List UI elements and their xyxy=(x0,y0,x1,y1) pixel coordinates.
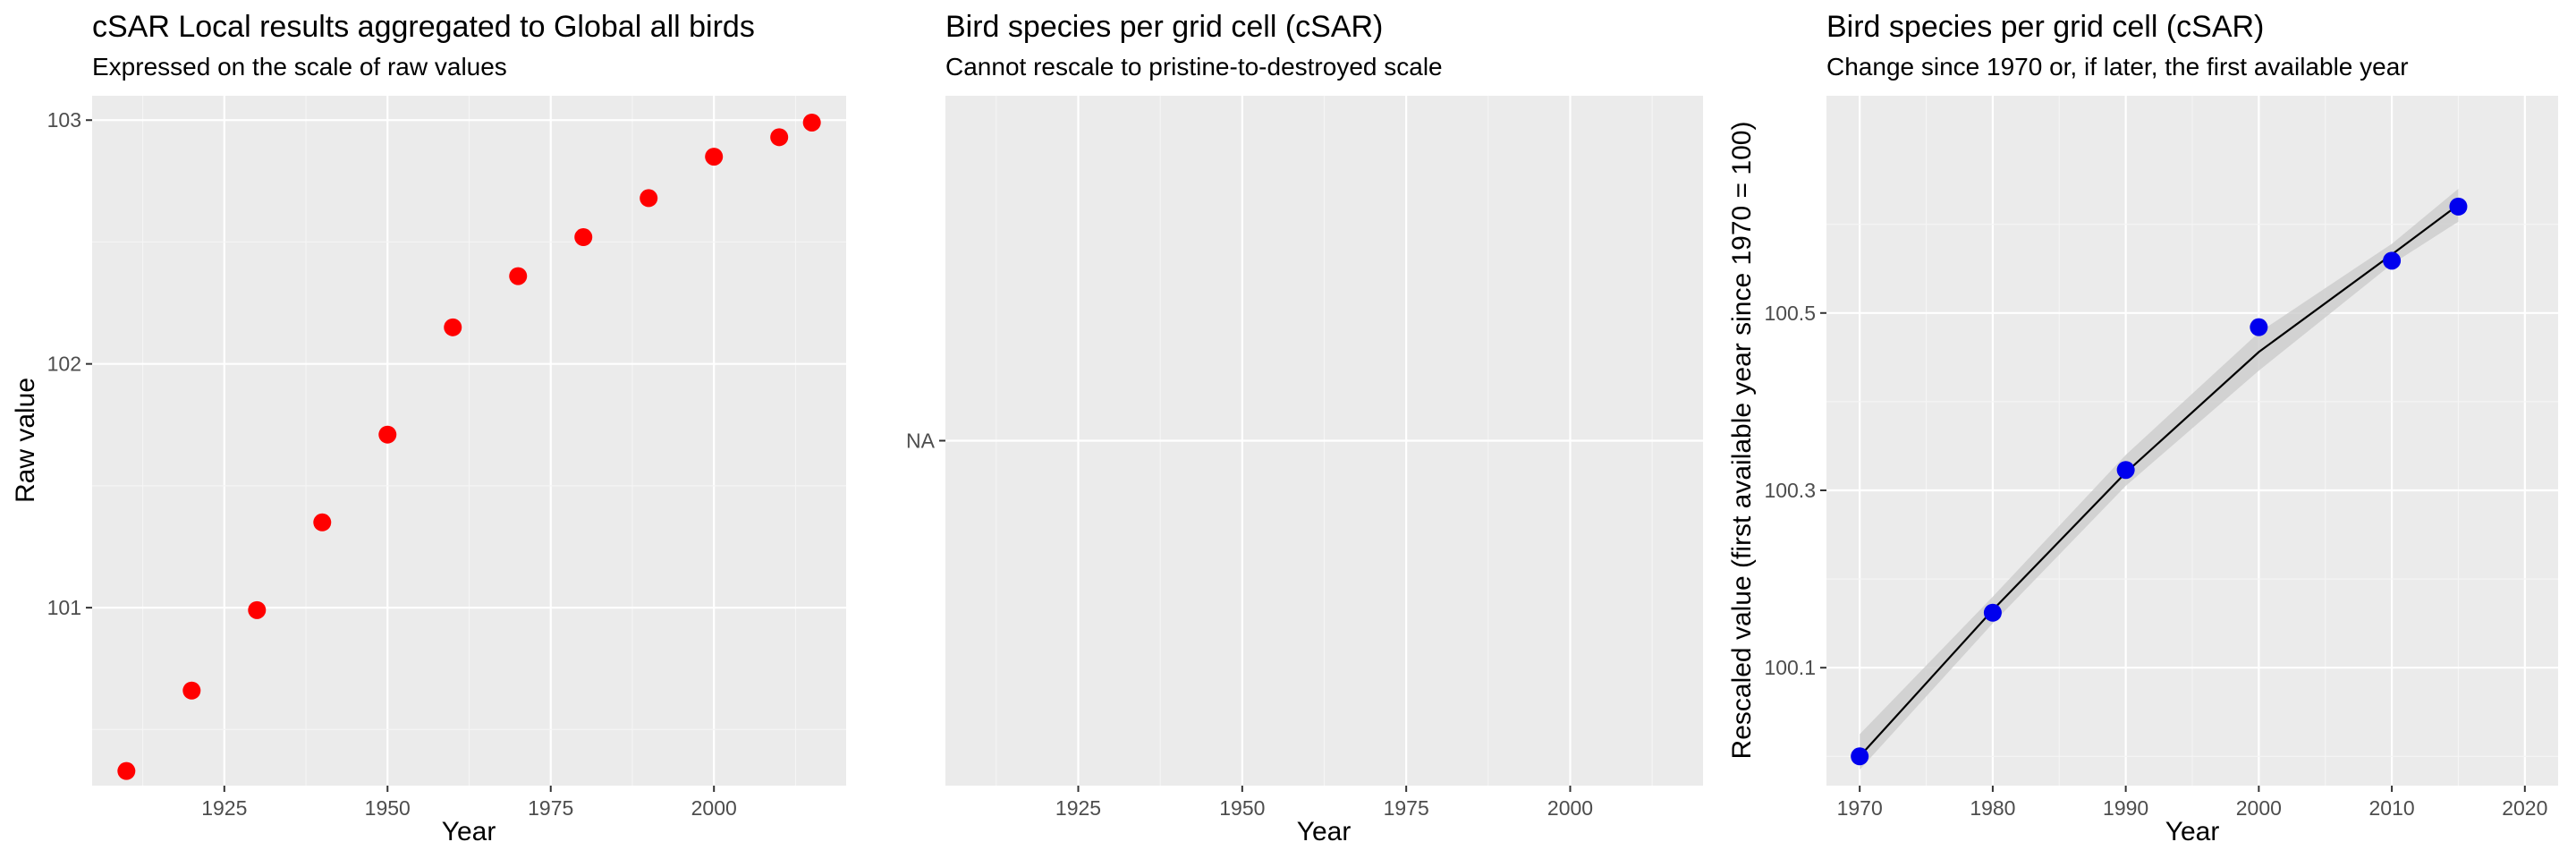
x-tick-label: 1975 xyxy=(1384,796,1429,820)
data-point xyxy=(640,189,658,208)
data-point xyxy=(2449,197,2468,216)
data-point xyxy=(117,761,136,780)
trend-line xyxy=(1859,204,2460,758)
y-tick-label: 101 xyxy=(47,596,81,619)
panel-1-points xyxy=(117,113,821,780)
panel-2-subtitle: Cannot rescale to pristine-to-destroyed … xyxy=(945,53,1443,81)
data-point xyxy=(1851,747,1869,766)
y-tick-label: NA xyxy=(906,430,936,453)
data-point xyxy=(770,128,789,147)
data-point xyxy=(509,267,528,285)
confidence-ribbon xyxy=(1860,189,2459,770)
data-point xyxy=(248,600,267,619)
data-point xyxy=(378,425,397,444)
panel-1-y-axis-title: Raw value xyxy=(11,378,40,503)
data-point xyxy=(802,113,821,132)
y-tick-label: 100.5 xyxy=(1764,302,1816,325)
data-point xyxy=(1983,603,2002,622)
x-tick-label: 2000 xyxy=(691,796,737,820)
x-tick-label: 1925 xyxy=(201,796,247,820)
x-tick-label: 2010 xyxy=(2369,796,2415,820)
data-point xyxy=(444,318,462,336)
x-tick-label: 1975 xyxy=(528,796,573,820)
x-tick-label: 1990 xyxy=(2103,796,2148,820)
data-point xyxy=(313,513,332,532)
x-tick-label: 1980 xyxy=(1970,796,2015,820)
data-point xyxy=(2250,318,2268,336)
data-point xyxy=(574,228,593,247)
x-tick-label: 1950 xyxy=(365,796,411,820)
data-point xyxy=(705,148,724,166)
panel-2-x-axis-title: Year xyxy=(1297,817,1352,846)
data-point xyxy=(182,681,201,700)
x-tick-label: 1925 xyxy=(1055,796,1101,820)
data-point xyxy=(2116,461,2135,480)
panel-2-gridlines xyxy=(945,96,1703,786)
x-tick-label: 2000 xyxy=(1547,796,1593,820)
panel-3-ticks: 1970 1980 1990 2000 2010 2020 100.1 100.3 100.5 xyxy=(1764,302,2547,820)
panel-2-title: Bird species per grid cell (cSAR) xyxy=(945,10,1383,44)
panel-1-subtitle: Expressed on the scale of raw values xyxy=(92,53,507,81)
panel-rescaled: Bird species per grid cell (cSAR) Change… xyxy=(1727,10,2558,846)
y-tick-label: 100.3 xyxy=(1764,479,1816,502)
x-tick-label: 2000 xyxy=(2236,796,2282,820)
x-tick-label: 1970 xyxy=(1837,796,1883,820)
panel-3-y-axis-title: Rescaled value (first available year sin… xyxy=(1727,122,1757,760)
panel-3-subtitle: Change since 1970 or, if later, the firs… xyxy=(1826,53,2409,81)
panel-3-gridlines xyxy=(1826,96,2558,786)
panel-1-ticks: 1925 1950 1975 2000 101 102 103 xyxy=(47,108,737,820)
panel-1-x-axis-title: Year xyxy=(442,817,496,846)
panel-1-gridlines xyxy=(92,96,846,786)
panel-na: Bird species per grid cell (cSAR) Cannot… xyxy=(906,10,1703,846)
y-tick-label: 100.1 xyxy=(1764,656,1816,679)
panel-2-ticks: 1925 1950 1975 2000 NA xyxy=(906,430,1593,821)
panel-1-title: cSAR Local results aggregated to Global … xyxy=(92,10,755,44)
y-tick-label: 103 xyxy=(47,108,81,132)
data-point xyxy=(2383,251,2402,270)
x-tick-label: 2020 xyxy=(2502,796,2547,820)
panel-3-x-axis-title: Year xyxy=(2165,817,2220,846)
panel-3-marks xyxy=(1851,189,2468,770)
y-tick-label: 102 xyxy=(47,353,81,376)
panel-3-title: Bird species per grid cell (cSAR) xyxy=(1826,10,2264,44)
panel-raw-values: cSAR Local results aggregated to Global … xyxy=(11,10,846,846)
x-tick-label: 1950 xyxy=(1219,796,1265,820)
